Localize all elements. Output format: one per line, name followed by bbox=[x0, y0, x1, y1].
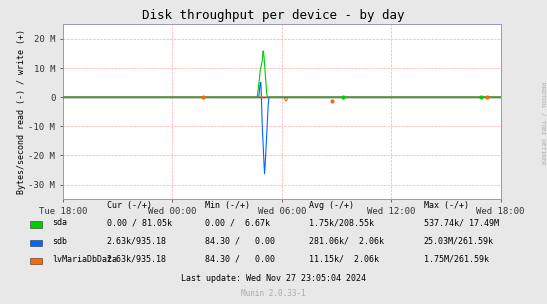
Text: Max (-/+): Max (-/+) bbox=[424, 201, 469, 210]
Text: 1.75k/208.55k: 1.75k/208.55k bbox=[309, 218, 374, 227]
Text: 1.75M/261.59k: 1.75M/261.59k bbox=[424, 255, 489, 264]
Y-axis label: Bytes/second read (-) / write (+): Bytes/second read (-) / write (+) bbox=[16, 29, 26, 194]
Text: lvMariaDbData: lvMariaDbData bbox=[52, 255, 117, 264]
Text: 25.03M/261.59k: 25.03M/261.59k bbox=[424, 237, 494, 246]
Text: Munin 2.0.33-1: Munin 2.0.33-1 bbox=[241, 289, 306, 299]
Text: 84.30 /   0.00: 84.30 / 0.00 bbox=[205, 255, 275, 264]
Text: Min (-/+): Min (-/+) bbox=[205, 201, 250, 210]
Text: sda: sda bbox=[52, 218, 67, 227]
Text: 11.15k/  2.06k: 11.15k/ 2.06k bbox=[309, 255, 379, 264]
Text: 84.30 /   0.00: 84.30 / 0.00 bbox=[205, 237, 275, 246]
Text: 0.00 /  6.67k: 0.00 / 6.67k bbox=[205, 218, 270, 227]
Text: RRDTOOL / TOBI OETIKER: RRDTOOL / TOBI OETIKER bbox=[540, 82, 546, 164]
Text: Last update: Wed Nov 27 23:05:04 2024: Last update: Wed Nov 27 23:05:04 2024 bbox=[181, 274, 366, 283]
Text: 281.06k/  2.06k: 281.06k/ 2.06k bbox=[309, 237, 384, 246]
Text: 2.63k/935.18: 2.63k/935.18 bbox=[107, 237, 167, 246]
Text: Avg (-/+): Avg (-/+) bbox=[309, 201, 354, 210]
Text: sdb: sdb bbox=[52, 237, 67, 246]
Text: 2.63k/935.18: 2.63k/935.18 bbox=[107, 255, 167, 264]
Text: 0.00 / 81.05k: 0.00 / 81.05k bbox=[107, 218, 172, 227]
Text: Disk throughput per device - by day: Disk throughput per device - by day bbox=[142, 9, 405, 22]
Text: Cur (-/+): Cur (-/+) bbox=[107, 201, 152, 210]
Text: 537.74k/ 17.49M: 537.74k/ 17.49M bbox=[424, 218, 499, 227]
